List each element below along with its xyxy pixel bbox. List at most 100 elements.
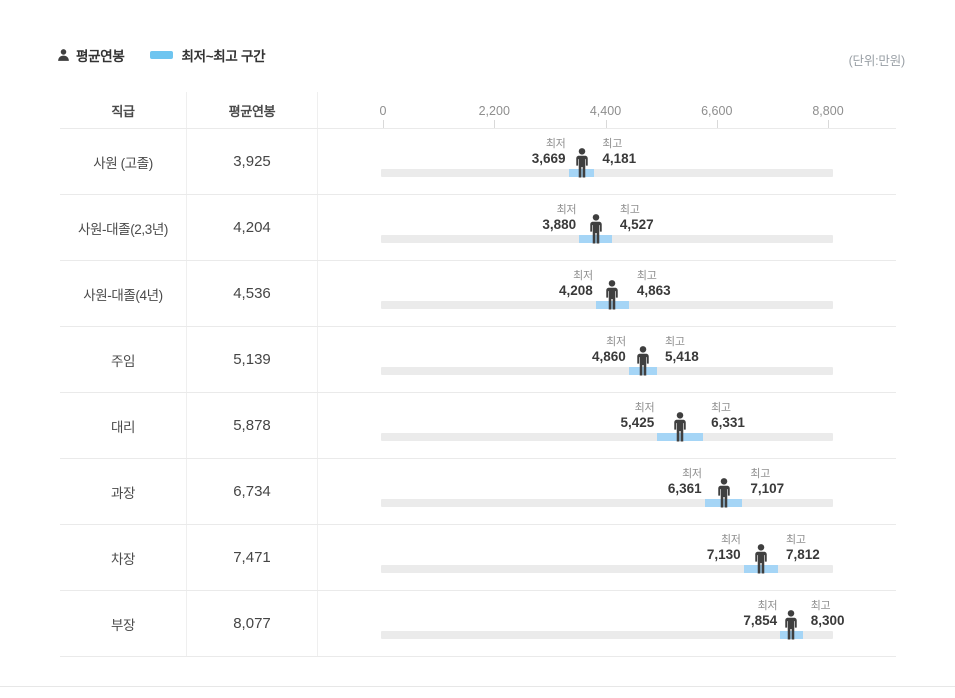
axis-tick-label: 0 [379,104,387,118]
range-bar [579,235,612,243]
range-bar [743,565,779,573]
min-label-block: 최저 6,361 [668,468,702,497]
max-label-block: 최고 4,527 [620,204,654,233]
person-icon [717,478,730,508]
salary-table: 직급 평균연봉 0 2,200 4,400 6,600 8,800 사원 (고졸) 3,9… [60,92,896,657]
max-label: 최고 [810,600,831,612]
axis-tick-mark [605,120,607,128]
table-row: 부장 8,077 최저 7,854 최고 8,300 [60,590,896,657]
salary-range-chart: 최저 7,130 최고 7,812 [318,525,896,590]
max-label: 최고 [665,336,685,348]
max-label-block: 최고 7,107 [750,468,784,497]
min-label-block: 최저 7,130 [707,534,741,563]
person-icon [575,148,588,178]
legend-item-range: 최저~최고 구간 [150,45,266,65]
min-value: 3,669 [531,151,566,166]
person-icon [606,280,619,310]
min-value: 4,208 [559,283,593,298]
axis-tick-mark [716,120,718,128]
max-value: 4,863 [636,283,671,298]
max-label-block: 최고 6,331 [711,402,745,431]
average-salary-value: 3,925 [187,129,318,194]
max-label: 최고 [750,468,771,480]
max-label-block: 최고 4,863 [637,270,671,299]
min-label-block: 최저 5,425 [621,402,655,431]
axis-tick-mark [383,120,384,128]
table-row: 사원-대졸(2,3년) 4,204 최저 3,880 최고 4,527 [60,194,896,260]
table-header: 직급 평균연봉 0 2,200 4,400 6,600 8,800 [60,92,896,128]
average-salary-value: 4,204 [187,195,318,260]
range-bar [595,301,629,309]
column-header-average: 평균연봉 [187,92,318,128]
average-salary-value: 4,536 [187,261,318,326]
average-salary-value: 5,139 [187,327,318,392]
axis-tick-label: 4,400 [589,104,622,118]
person-icon [785,610,798,640]
average-salary-value: 7,471 [187,525,318,590]
position-label: 사원 (고졸) [60,129,187,194]
range-track [381,367,833,375]
table-row: 차장 7,471 최저 7,130 최고 7,812 [60,524,896,590]
average-salary-value: 8,077 [187,591,318,656]
salary-range-chart: 최저 3,669 최고 4,181 [318,129,896,194]
position-label: 사원-대졸(2,3년) [60,195,187,260]
range-track [381,433,833,441]
min-value: 6,361 [667,481,702,496]
range-bar [657,433,704,441]
person-bust-icon [58,48,69,61]
min-value: 7,130 [706,547,741,562]
range-bar [628,367,657,375]
max-label: 최고 [602,138,623,150]
range-track [381,499,833,507]
min-label-block: 최저 4,208 [559,270,593,299]
min-label: 최저 [606,336,626,348]
salary-range-chart: 최저 5,425 최고 6,331 [318,393,896,458]
max-label-block: 최고 5,418 [665,336,699,365]
min-label: 최저 [757,600,778,612]
position-label: 부장 [60,591,187,656]
column-header-position: 직급 [60,92,187,128]
max-label: 최고 [711,402,731,414]
range-bar [704,499,743,507]
min-value: 4,860 [592,349,626,364]
person-icon [637,346,649,376]
range-swatch-icon [150,51,174,59]
table-row: 사원-대졸(4년) 4,536 최저 4,208 최고 4,863 [60,260,896,326]
table-row: 과장 6,734 최저 6,361 최고 7,107 [60,458,896,524]
max-value: 6,331 [711,415,745,430]
range-track [381,565,833,573]
person-icon [755,544,767,574]
position-label: 주임 [60,327,187,392]
table-row: 주임 5,139 최저 4,860 최고 5,418 [60,326,896,392]
range-track [381,169,833,177]
legend-range-label: 최저~최고 구간 [181,49,266,64]
max-label-block: 최고 4,181 [602,138,636,167]
unit-label: (단위:만원) [848,54,906,68]
axis-tick-mark [828,120,829,128]
min-value: 7,854 [743,613,778,628]
position-label: 사원-대졸(4년) [60,261,187,326]
range-bar [780,631,803,639]
average-salary-value: 6,734 [187,459,318,524]
min-label: 최저 [556,204,577,216]
axis-tick-mark [494,120,496,128]
salary-range-chart: 최저 7,854 최고 8,300 [318,591,896,656]
axis-header: 0 2,200 4,400 6,600 8,800 [318,92,896,128]
max-label: 최고 [636,270,657,282]
max-value: 7,812 [786,547,820,562]
person-icon [674,412,686,442]
legend-average-label: 평균연봉 [76,49,125,64]
max-value: 8,300 [810,613,845,628]
bottom-divider [0,686,955,687]
table-row: 사원 (고졸) 3,925 최저 3,669 최고 4,181 [60,128,896,194]
salary-range-chart: 최저 6,361 최고 7,107 [318,459,896,524]
max-value: 7,107 [750,481,785,496]
max-label-block: 최고 8,300 [811,600,845,629]
average-salary-value: 5,878 [187,393,318,458]
salary-range-chart: 최저 4,208 최고 4,863 [318,261,896,326]
max-label: 최고 [619,204,640,216]
position-label: 과장 [60,459,187,524]
min-label-block: 최저 7,854 [743,600,777,629]
legend-item-average: 평균연봉 [57,45,125,65]
